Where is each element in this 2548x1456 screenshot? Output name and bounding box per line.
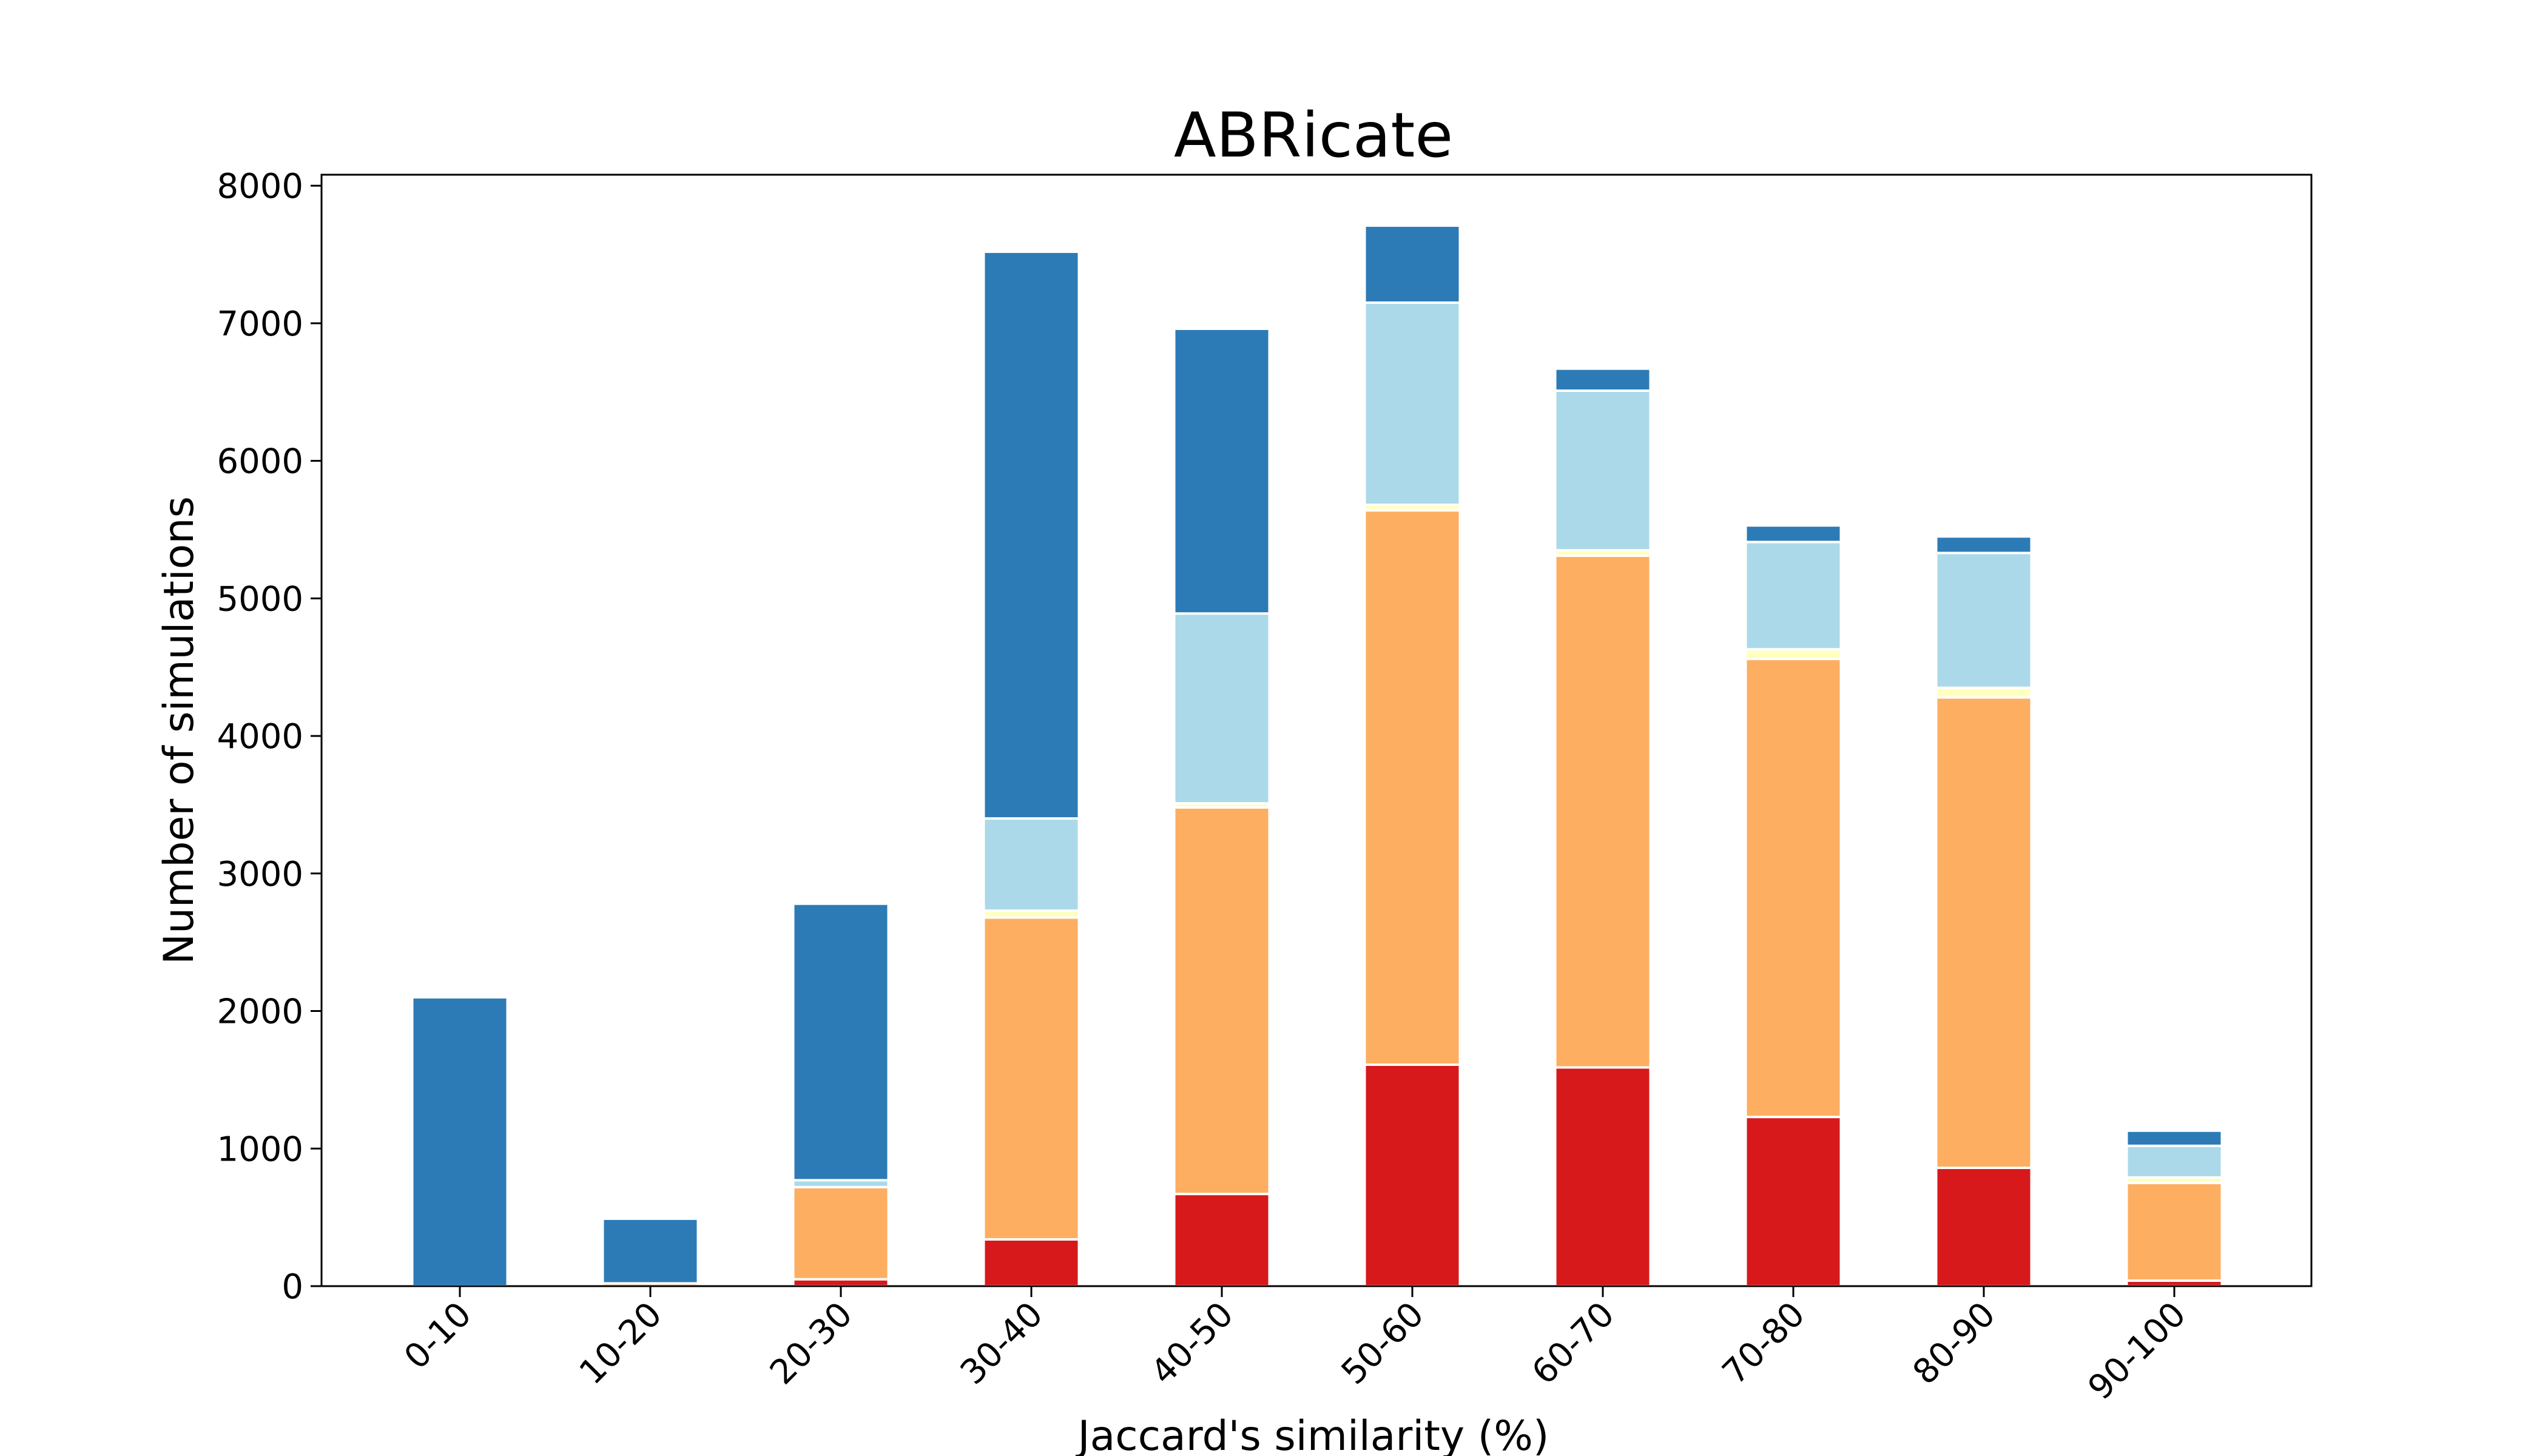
bar-segment-80-90-s4	[1935, 551, 2033, 689]
bar-segment-80-90-s2	[1935, 696, 2033, 1170]
bar-segment-40-50-s5	[1173, 327, 1271, 615]
bar-segment-30-40-s4	[982, 817, 1080, 912]
y-tick-label: 1000	[217, 1130, 303, 1169]
bar-segment-90-100-s4	[2125, 1144, 2223, 1179]
bar-segment-70-80-s1	[1744, 1116, 1842, 1287]
x-tick-label: 50-60	[1334, 1295, 1432, 1392]
x-tick-label: 80-90	[1906, 1295, 2003, 1392]
bar-segment-10-20-s5	[601, 1217, 699, 1285]
bar-segment-40-50-s1	[1173, 1193, 1271, 1287]
x-tick-label: 60-70	[1525, 1295, 1622, 1392]
y-tick-label: 5000	[217, 579, 303, 619]
bar-segment-20-30-s5	[792, 902, 890, 1182]
y-tick-label: 8000	[217, 167, 303, 206]
y-tick-label: 0	[281, 1267, 303, 1307]
bar-segment-40-50-s4	[1173, 612, 1271, 805]
bar-segment-20-30-s2	[792, 1185, 890, 1281]
bar-segment-0-10-s5	[411, 996, 509, 1287]
bar-segment-80-90-s1	[1935, 1167, 2033, 1287]
bar-segment-90-100-s5	[2125, 1129, 2223, 1147]
bar-segment-80-90-s3	[1935, 686, 2033, 699]
bar-segment-50-60-s1	[1363, 1063, 1461, 1288]
x-axis-label: Jaccard's similarity (%)	[1076, 1412, 1549, 1456]
y-tick-label: 4000	[217, 717, 303, 757]
bar-segment-60-70-s4	[1554, 389, 1652, 551]
y-tick-label: 7000	[217, 305, 303, 344]
bar-segment-70-80-s4	[1744, 541, 1842, 651]
bar-segment-30-40-s2	[982, 916, 1080, 1241]
bar-segment-40-50-s2	[1173, 806, 1271, 1196]
x-tick-label: 20-30	[763, 1295, 860, 1392]
y-axis: 0 1000 2000 3000 4000 5000 6000 7000 8000	[217, 167, 322, 1307]
x-tick-label: 30-40	[953, 1295, 1051, 1392]
bar-segment-60-70-s5	[1554, 367, 1652, 392]
x-tick-label: 70-80	[1715, 1295, 1813, 1392]
plot-frame	[320, 174, 2313, 1287]
bar-segment-60-70-s1	[1554, 1066, 1652, 1287]
bar-segment-70-80-s3	[1744, 648, 1842, 661]
bar-segment-50-60-s5	[1363, 224, 1461, 304]
bar-segment-70-80-s5	[1744, 524, 1842, 544]
x-tick-label: 10-20	[572, 1295, 670, 1392]
bar-segment-50-60-s2	[1363, 509, 1461, 1066]
bar-segment-50-60-s4	[1363, 301, 1461, 507]
y-axis-label: Number of simulations	[155, 496, 203, 965]
y-tick-label: 2000	[217, 993, 303, 1032]
bar-segment-80-90-s5	[1935, 535, 2033, 554]
x-axis: 0-10 10-20 20-30 30-40 40-50 50-60 60-70 70-80 8…	[397, 1286, 2194, 1407]
y-tick-label: 3000	[217, 855, 303, 894]
bar-segment-90-100-s2	[2125, 1181, 2223, 1282]
x-tick-label: 0-10	[397, 1295, 479, 1377]
bar-segment-30-40-s5	[982, 250, 1080, 820]
x-tick-label: 40-50	[1144, 1295, 1241, 1392]
bars-group	[411, 224, 2223, 1288]
bar-segment-60-70-s2	[1554, 554, 1652, 1069]
x-tick-label: 90-100	[2081, 1295, 2194, 1407]
bar-segment-70-80-s2	[1744, 658, 1842, 1119]
bar-segment-30-40-s1	[982, 1238, 1080, 1287]
chart-title: ABRicate	[1174, 99, 1453, 172]
y-tick-label: 6000	[217, 442, 303, 482]
